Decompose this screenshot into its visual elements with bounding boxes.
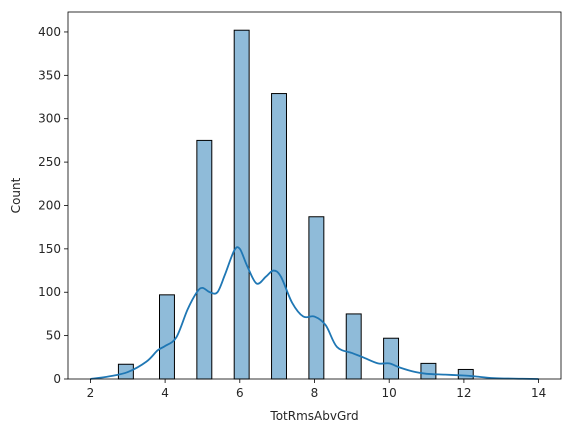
x-tick-label: 10 [382, 386, 397, 400]
histogram-bar [308, 216, 325, 380]
y-tick-label: 150 [38, 242, 61, 256]
y-tick-label: 250 [38, 155, 61, 169]
y-tick-label: 300 [38, 112, 61, 126]
histogram-bar [117, 363, 134, 380]
kde-curve [90, 246, 539, 380]
x-tick-label: 8 [311, 386, 319, 400]
x-tick-label: 6 [236, 386, 244, 400]
x-tick-label: 12 [456, 386, 471, 400]
x-axis-title: TotRmsAbvGrd [269, 409, 358, 423]
histogram-bar [233, 29, 250, 380]
histogram-bar [457, 368, 474, 380]
y-axis-ticks: 0 50 100 150 200 250 300 350 400 [38, 25, 68, 386]
y-tick-label: 0 [53, 372, 61, 386]
x-tick-label: 4 [161, 386, 169, 400]
x-tick-label: 14 [531, 386, 546, 400]
y-tick-label: 50 [46, 329, 61, 343]
x-tick-label: 2 [87, 386, 95, 400]
y-tick-label: 350 [38, 68, 61, 82]
histogram-bar [271, 93, 287, 380]
histogram-bar [196, 139, 213, 380]
histogram-bar [345, 313, 362, 380]
histogram-bar [383, 337, 400, 380]
y-tick-label: 200 [38, 198, 61, 212]
histogram-bar [159, 294, 175, 380]
y-tick-label: 100 [38, 285, 61, 299]
x-axis-ticks: 2 4 6 8 10 12 14 [87, 379, 546, 400]
y-axis-title: Count [9, 177, 23, 213]
y-tick-label: 400 [38, 25, 61, 39]
histogram-bar [420, 362, 437, 380]
histogram-bars [117, 29, 474, 380]
